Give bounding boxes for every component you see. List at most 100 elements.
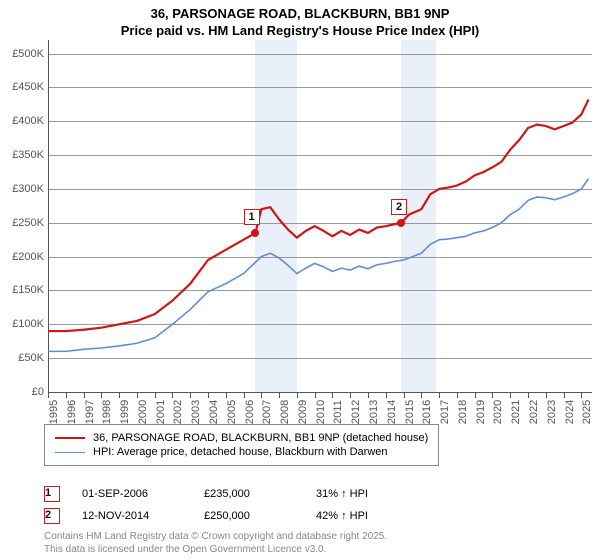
attribution-footer: Contains HM Land Registry data © Crown c… [44,531,387,556]
x-tick-label: 2015 [404,400,416,424]
y-tick-label: £50K [2,352,44,364]
y-tick-label: £0 [2,386,44,398]
footer-line1: Contains HM Land Registry data © Crown c… [44,531,387,544]
sales-table: 1 01-SEP-2006 £235,000 31% ↑ HPI 2 12-NOV-201… [44,486,368,530]
x-tick [439,393,440,398]
x-axis [48,392,592,393]
x-tick-label: 2008 [279,400,291,424]
x-tick [208,393,209,398]
x-tick [581,393,582,398]
x-tick [226,393,227,398]
y-tick-label: £350K [2,149,44,161]
sale-marker-ref: 2 [44,508,60,524]
series-line [48,179,588,352]
y-tick-label: £100K [2,318,44,330]
x-tick [244,393,245,398]
y-tick-label: £400K [2,115,44,127]
legend-item: HPI: Average price, detached house, Blac… [55,446,428,458]
x-tick [119,393,120,398]
legend-item: 36, PARSONAGE ROAD, BLACKBURN, BB1 9NP (… [55,432,428,444]
x-tick [315,393,316,398]
x-tick-label: 2007 [261,400,273,424]
sale-marker-label: 2 [391,199,407,215]
x-tick [261,393,262,398]
sale-delta: 42% ↑ HPI [316,510,368,522]
x-tick-label: 2021 [510,400,522,424]
x-tick-label: 1999 [119,400,131,424]
footer-line2: This data is licensed under the Open Gov… [44,544,387,557]
legend-label: 36, PARSONAGE ROAD, BLACKBURN, BB1 9NP (… [93,432,428,444]
sale-price: £235,000 [204,488,294,500]
sale-delta: 31% ↑ HPI [316,488,368,500]
x-tick-label: 2013 [368,400,380,424]
x-tick [475,393,476,398]
x-tick [48,393,49,398]
sale-row: 1 01-SEP-2006 £235,000 31% ↑ HPI [44,486,368,502]
x-tick [66,393,67,398]
x-tick-label: 1997 [84,400,96,424]
x-tick [421,393,422,398]
legend-swatch [55,437,85,439]
x-tick-label: 1995 [48,400,60,424]
x-tick [332,393,333,398]
y-tick-label: £150K [2,284,44,296]
x-tick-label: 2004 [208,400,220,424]
x-tick [101,393,102,398]
x-tick-label: 2003 [190,400,202,424]
x-tick-label: 2009 [297,400,309,424]
y-tick-label: £300K [2,183,44,195]
title-line1: 36, PARSONAGE ROAD, BLACKBURN, BB1 9NP [0,6,600,23]
sale-date: 01-SEP-2006 [82,488,182,500]
x-tick [386,393,387,398]
x-tick [404,393,405,398]
x-tick-label: 2012 [350,400,362,424]
x-tick-label: 2019 [475,400,487,424]
x-tick-label: 2016 [421,400,433,424]
x-tick-label: 2025 [581,400,593,424]
sale-row: 2 12-NOV-2014 £250,000 42% ↑ HPI [44,508,368,524]
sale-marker-dot [397,219,405,227]
x-tick-label: 2011 [332,400,344,424]
x-tick [510,393,511,398]
x-tick-label: 2017 [439,400,451,424]
sale-date: 12-NOV-2014 [82,510,182,522]
x-tick-label: 2014 [386,400,398,424]
x-tick [155,393,156,398]
x-tick [546,393,547,398]
sale-marker-label: 1 [244,209,260,225]
x-tick [368,393,369,398]
legend: 36, PARSONAGE ROAD, BLACKBURN, BB1 9NP (… [44,424,439,466]
x-tick-label: 2001 [155,400,167,424]
sale-marker-ref: 1 [44,486,60,502]
chart-title: 36, PARSONAGE ROAD, BLACKBURN, BB1 9NP P… [0,0,600,40]
x-tick-label: 1996 [66,400,78,424]
x-tick [492,393,493,398]
x-tick-label: 2024 [564,400,576,424]
x-tick [137,393,138,398]
x-tick [190,393,191,398]
y-tick-label: £500K [2,48,44,60]
legend-label: HPI: Average price, detached house, Blac… [93,446,388,458]
x-tick-label: 2002 [172,400,184,424]
x-tick [457,393,458,398]
chart-area: £0£50K£100K£150K£200K£250K£300K£350K£400… [0,40,600,420]
x-tick-label: 2020 [492,400,504,424]
x-tick [279,393,280,398]
legend-swatch [55,452,85,453]
sale-marker-dot [251,229,259,237]
y-tick-label: £250K [2,217,44,229]
x-tick-label: 2023 [546,400,558,424]
series-line [48,100,588,332]
x-tick-label: 2022 [528,400,540,424]
x-tick [297,393,298,398]
x-tick-label: 2006 [244,400,256,424]
sale-price: £250,000 [204,510,294,522]
x-tick [564,393,565,398]
x-tick-label: 2005 [226,400,238,424]
y-tick-label: £450K [2,81,44,93]
x-tick-label: 2000 [137,400,149,424]
x-tick-label: 2018 [457,400,469,424]
x-tick [84,393,85,398]
x-tick-label: 2010 [315,400,327,424]
line-series [48,40,592,392]
